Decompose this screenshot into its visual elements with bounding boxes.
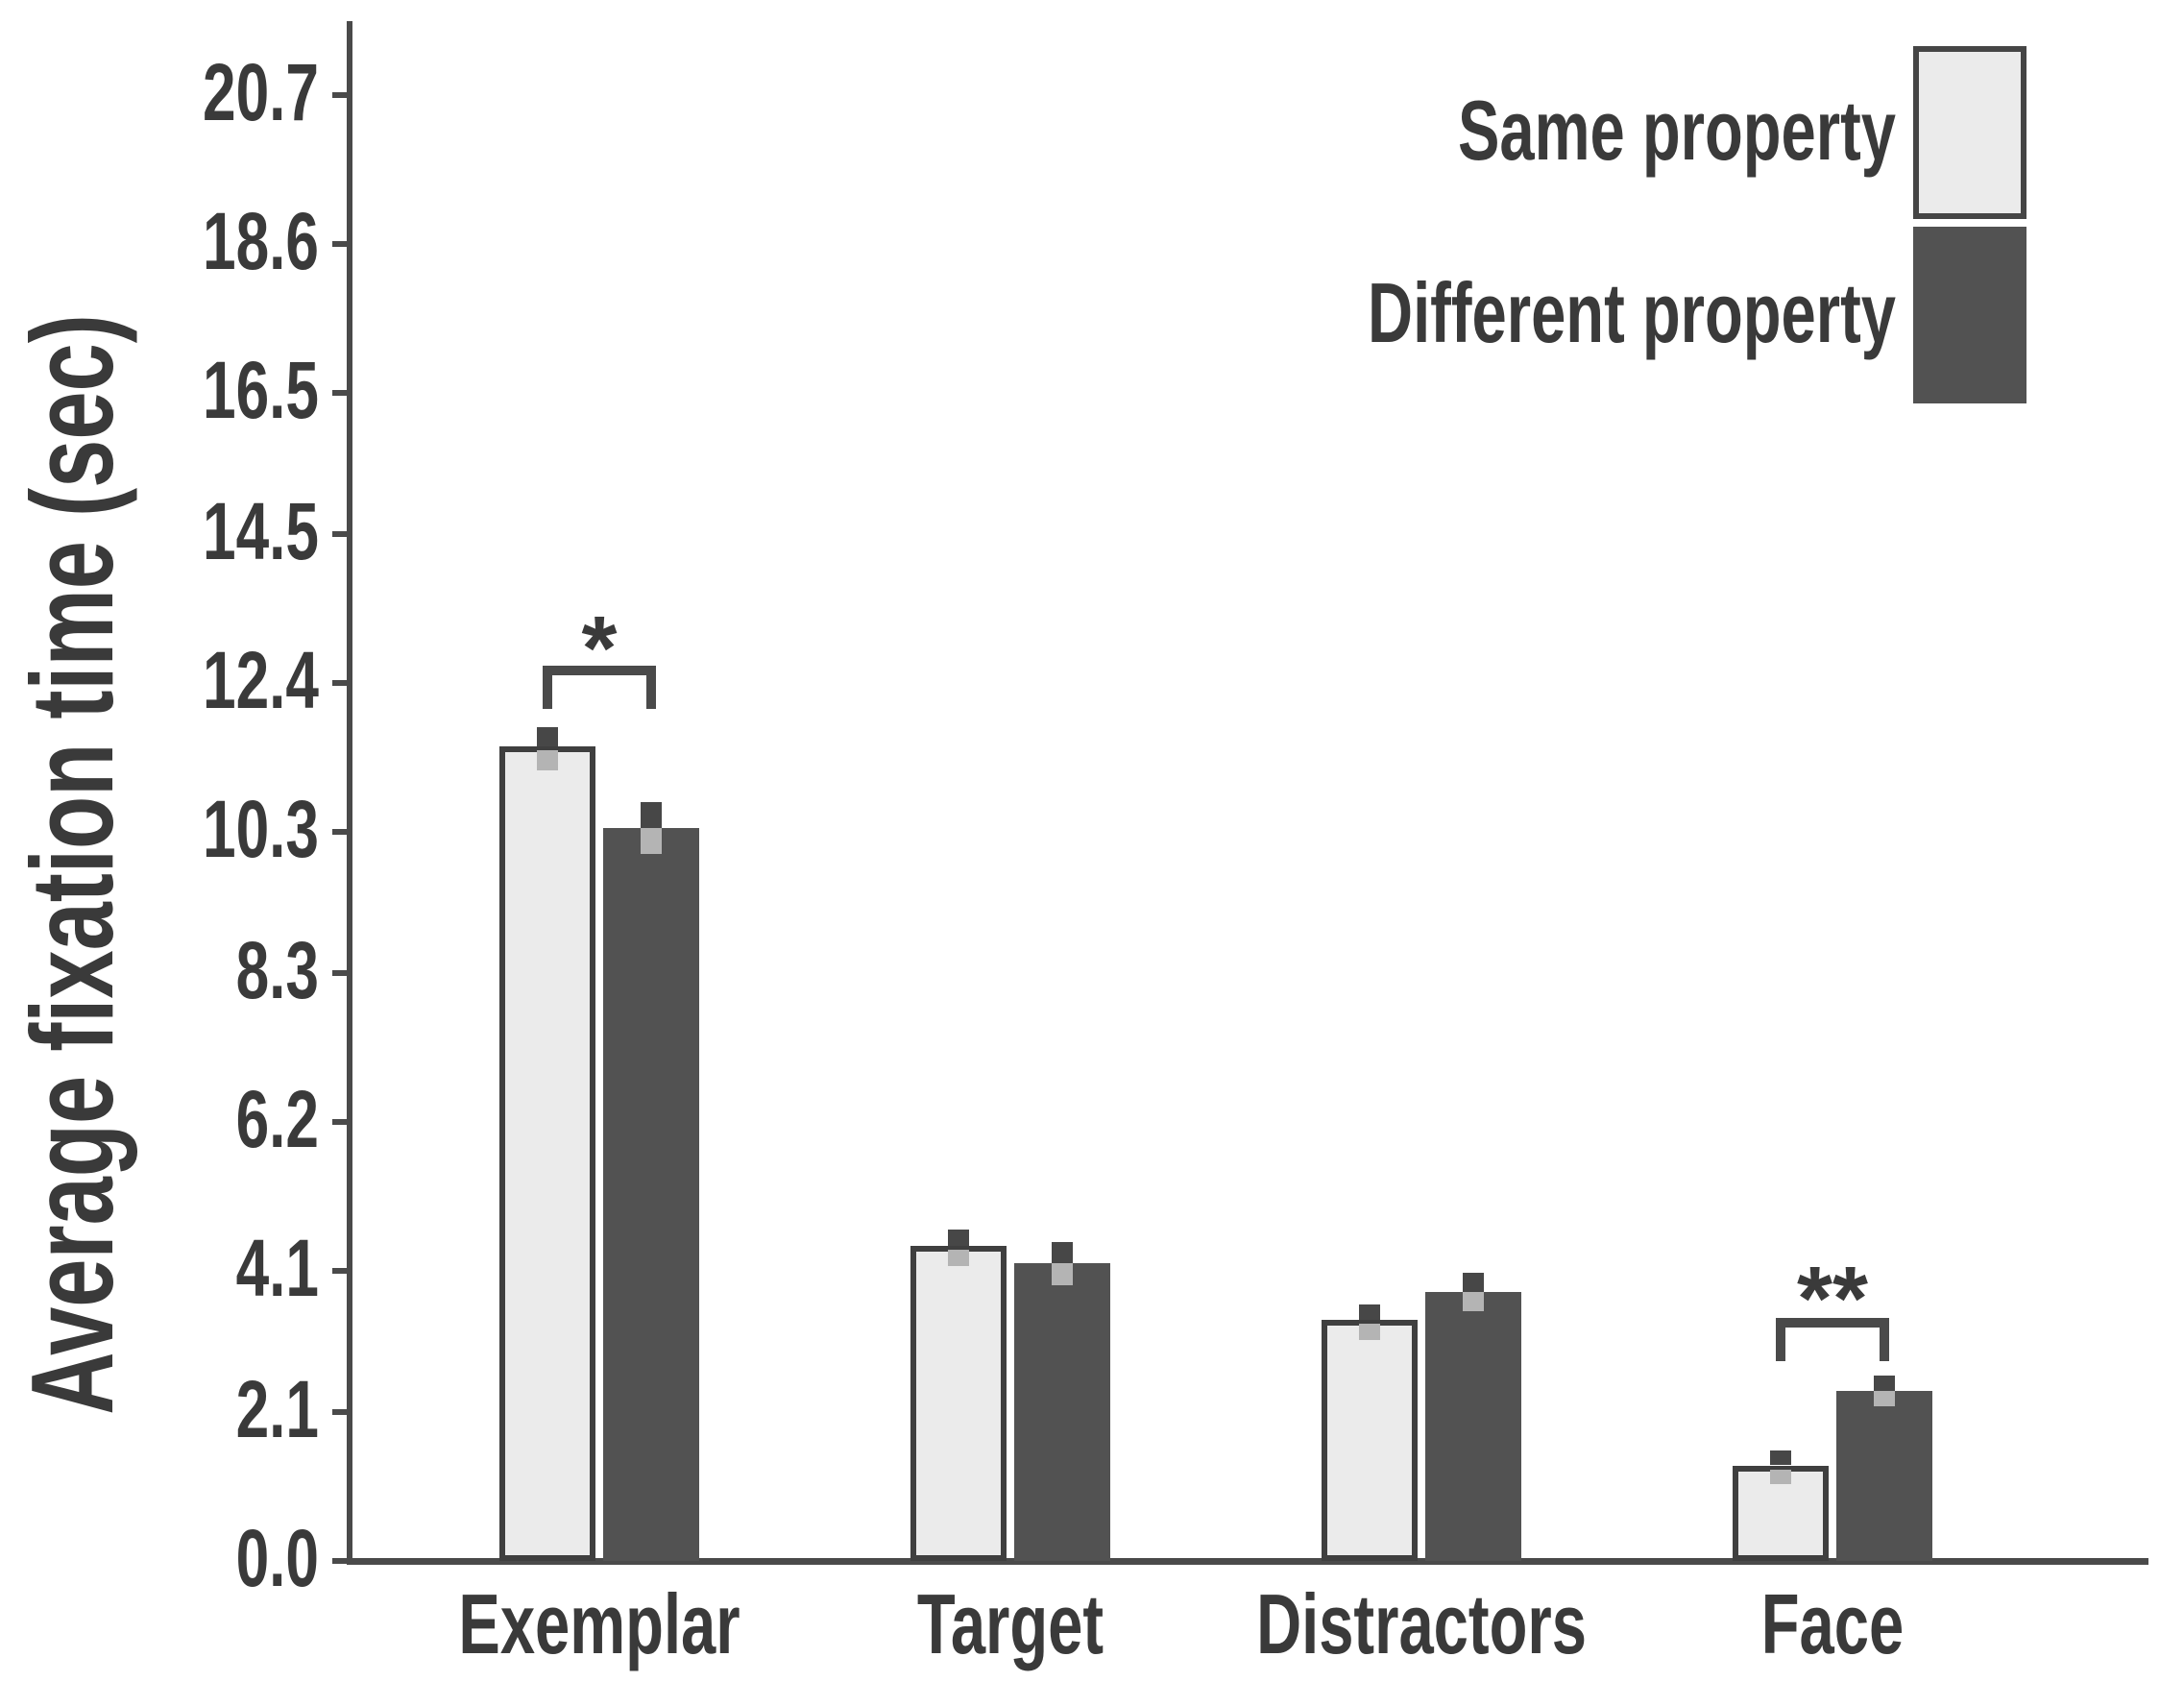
y-tick-label: 12.4 xyxy=(203,635,319,726)
error-bar-lower xyxy=(537,750,558,771)
significance-label-face: ** xyxy=(1797,1248,1868,1350)
y-tick-mark xyxy=(332,1267,350,1274)
y-tick-label: 10.3 xyxy=(203,783,319,874)
bar-different-property-face xyxy=(1836,1391,1932,1561)
y-tick-label: 6.2 xyxy=(235,1074,319,1165)
bar-same-property-distractors xyxy=(1322,1320,1418,1561)
legend-swatch-different-property xyxy=(1913,227,2026,403)
bar-different-property-distractors xyxy=(1425,1291,1521,1561)
error-bar-lower xyxy=(641,828,662,855)
y-tick-mark xyxy=(332,828,350,835)
error-bar-lower xyxy=(948,1250,969,1266)
y-tick-mark xyxy=(332,1119,350,1126)
error-bar-upper xyxy=(948,1230,969,1247)
y-axis-line xyxy=(347,21,352,1565)
y-tick-label: 0.0 xyxy=(235,1513,319,1603)
x-axis-line xyxy=(347,1558,2148,1565)
x-axis-label-target: Target xyxy=(916,1576,1104,1671)
bar-same-property-exemplar xyxy=(499,746,595,1561)
y-tick-label: 2.1 xyxy=(235,1364,319,1455)
y-tick-mark xyxy=(332,389,350,396)
bar-different-property-exemplar xyxy=(603,828,699,1561)
significance-bracket-exemplar xyxy=(543,666,656,709)
bar-different-property-target xyxy=(1014,1263,1110,1561)
legend-label-different-property: Different property xyxy=(1368,265,1896,360)
error-bar-upper xyxy=(537,726,558,747)
error-bar-upper xyxy=(1052,1241,1073,1264)
x-axis-label-exemplar: Exemplar xyxy=(458,1576,740,1671)
y-tick-label: 16.5 xyxy=(203,344,319,435)
error-bar-upper xyxy=(1463,1273,1484,1292)
y-tick-label: 18.6 xyxy=(203,196,319,287)
error-bar-upper xyxy=(1770,1450,1791,1466)
error-bar-upper xyxy=(1874,1375,1895,1392)
y-tick-mark xyxy=(332,970,350,977)
error-bar-lower xyxy=(1463,1291,1484,1311)
error-bar-lower xyxy=(1770,1469,1791,1484)
error-bar-upper xyxy=(1359,1304,1380,1321)
y-tick-mark xyxy=(332,1409,350,1416)
y-tick-mark xyxy=(332,241,350,248)
error-bar-upper xyxy=(641,801,662,829)
y-tick-mark xyxy=(332,680,350,687)
y-tick-mark xyxy=(332,1558,350,1564)
error-bar-lower xyxy=(1359,1324,1380,1340)
significance-label-exemplar: * xyxy=(581,597,618,699)
significance-bracket-face xyxy=(1776,1318,1889,1361)
legend-swatch-same-property xyxy=(1913,46,2026,219)
x-axis-label-distractors: Distractors xyxy=(1256,1576,1587,1671)
y-tick-label: 4.1 xyxy=(235,1222,319,1313)
bar-same-property-target xyxy=(910,1246,1007,1561)
x-axis-label-face: Face xyxy=(1760,1576,1905,1671)
error-bar-lower xyxy=(1052,1263,1073,1286)
y-tick-label: 20.7 xyxy=(203,47,319,138)
y-tick-mark xyxy=(332,531,350,538)
error-bar-lower xyxy=(1874,1391,1895,1407)
y-tick-label: 14.5 xyxy=(203,486,319,577)
y-tick-mark xyxy=(332,92,350,99)
y-tick-label: 8.3 xyxy=(235,925,319,1016)
legend-label-same-property: Same property xyxy=(1457,83,1896,178)
